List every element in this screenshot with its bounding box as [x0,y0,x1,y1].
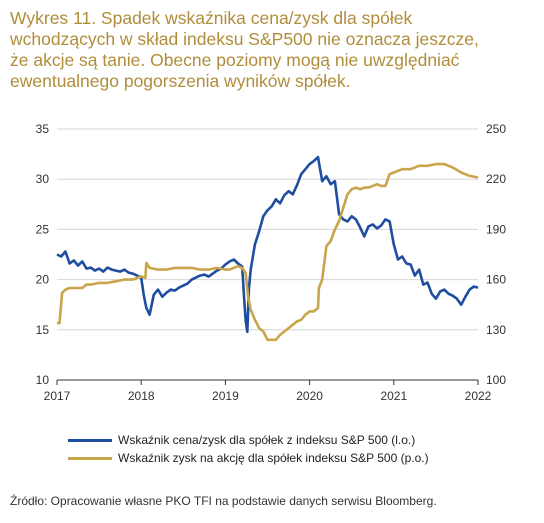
legend: Wskaźnik cena/zysk dla spółek z indeksu … [68,431,429,467]
series-lines [56,155,479,342]
axes [56,379,479,385]
x-tick-label: 2019 [212,389,239,403]
chart-title: Wykres 11. Spadek wskaźnika cena/zysk dl… [10,8,479,91]
legend-item-eps: Wskaźnik zysk na akcję dla spółek indeks… [68,449,429,467]
series-line-pe [56,155,479,334]
legend-label-pe: Wskaźnik cena/zysk dla spółek z indeksu … [118,433,416,447]
y-left-tick-label: 25 [36,222,50,236]
y-left-tick-label: 30 [36,172,50,186]
y-left-tick-label: 15 [36,323,50,337]
y-right-tick-label: 160 [486,273,506,287]
legend-swatch-pe [68,438,112,442]
y-right-tick-label: 250 [486,122,506,136]
x-tick-label: 2020 [296,389,323,403]
legend-swatch-eps [68,456,112,460]
y-left-tick-label: 10 [36,373,50,387]
y-left-tick-label: 35 [36,122,50,136]
x-tick-label: 2017 [44,389,71,403]
x-tick-label: 2022 [465,389,492,403]
x-tick-label: 2021 [380,389,407,403]
source-note: Źródło: Opracowanie własne PKO TFI na po… [10,494,437,508]
y-right-tick-label: 100 [486,373,506,387]
legend-label-eps: Wskaźnik zysk na akcję dla spółek indeks… [118,451,429,465]
x-tick-label: 2018 [128,389,155,403]
legend-item-pe: Wskaźnik cena/zysk dla spółek z indeksu … [68,431,429,449]
series-line-eps [57,162,479,342]
gridlines [57,128,478,331]
y-right-tick-label: 130 [486,323,506,337]
y-right-tick-label: 190 [486,222,506,236]
y-left-tick-label: 20 [36,273,50,287]
tick-labels: 10 15 20 25 30 35 100 130 160 190 220 250 2017 2018 20… [36,122,507,403]
y-right-tick-label: 220 [486,172,506,186]
